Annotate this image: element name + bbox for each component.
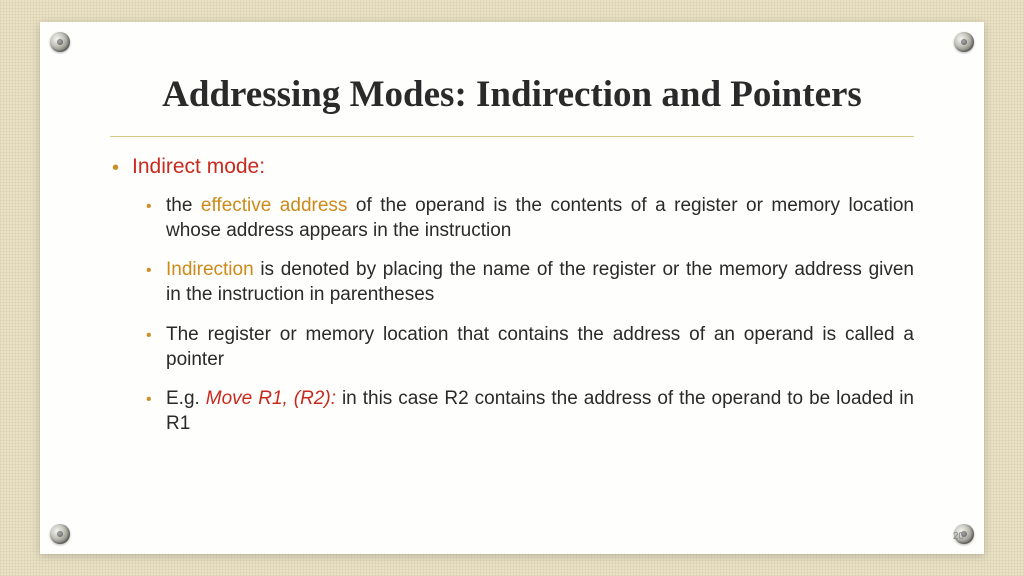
- text: the: [166, 195, 201, 216]
- list-item: The register or memory location that con…: [166, 322, 914, 372]
- slide-title: Addressing Modes: Indirection and Pointe…: [110, 72, 914, 118]
- emphasis: Move R1, (R2):: [206, 388, 336, 409]
- bullet-list: Indirect mode: the effective address of …: [110, 155, 914, 436]
- screw-icon: [50, 32, 70, 52]
- screw-icon: [50, 524, 70, 544]
- text: E.g.: [166, 388, 206, 409]
- emphasis: effective address: [201, 195, 348, 216]
- list-item: E.g. Move R1, (R2): in this case R2 cont…: [166, 386, 914, 436]
- divider: [110, 136, 914, 137]
- text: is denoted by placing the name of the re…: [166, 259, 914, 305]
- heading-text: Indirect mode:: [132, 155, 265, 178]
- list-heading: Indirect mode: the effective address of …: [132, 155, 914, 436]
- text: The register or memory location that con…: [166, 324, 914, 370]
- list-item: Indirection is denoted by placing the na…: [166, 257, 914, 307]
- slide-card: Addressing Modes: Indirection and Pointe…: [40, 22, 984, 554]
- page-number: 20: [953, 531, 964, 542]
- sub-list: the effective address of the operand is …: [132, 193, 914, 436]
- list-item: the effective address of the operand is …: [166, 193, 914, 243]
- emphasis: Indirection: [166, 259, 254, 280]
- screw-icon: [954, 32, 974, 52]
